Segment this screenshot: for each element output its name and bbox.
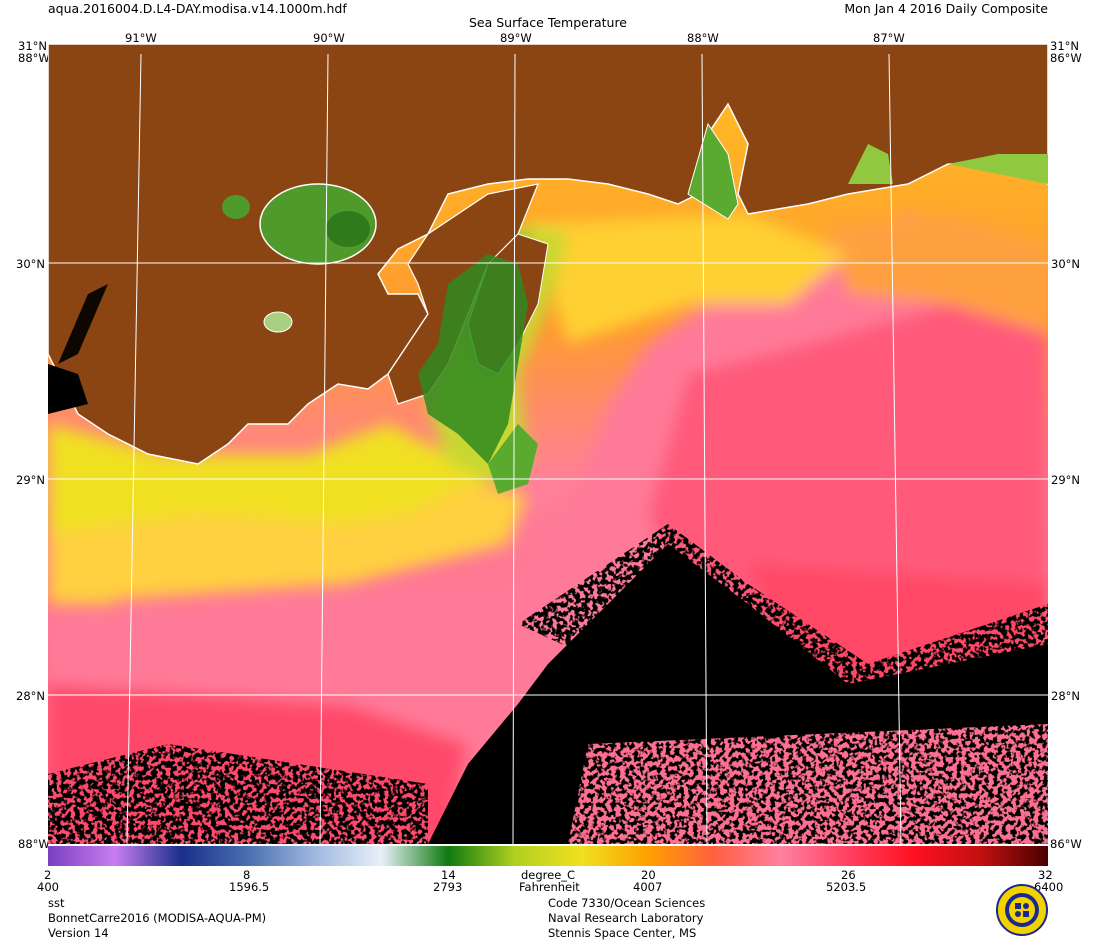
- colorbar-unit-fahrenheit: Fahrenheit: [519, 880, 580, 894]
- lat-label: 30°N: [1051, 257, 1080, 271]
- filename-label: aqua.2016004.D.L4-DAY.modisa.v14.1000m.h…: [48, 1, 347, 16]
- map-title: Sea Surface Temperature: [468, 15, 628, 30]
- inland-water: [48, 122, 1048, 414]
- corner-label: 31°N: [1050, 39, 1079, 53]
- sst-colorbar: [48, 846, 1048, 866]
- corner-label: 88°W: [18, 837, 50, 851]
- nrl-seal-logo: [996, 884, 1048, 936]
- footer-version: Version 14: [48, 926, 109, 940]
- no-data-region: [48, 524, 1048, 844]
- lat-label: 28°N: [16, 689, 45, 703]
- colorbar-fahrenheit-tick: 400: [37, 880, 59, 894]
- sst-map[interactable]: [48, 44, 1048, 844]
- graticule: [48, 53, 1048, 844]
- footer-variable: sst: [48, 896, 65, 910]
- lat-label: 29°N: [1051, 473, 1080, 487]
- lat-label: 30°N: [16, 257, 45, 271]
- colorbar-celsius-tick: 14: [441, 868, 456, 882]
- lat-label: 28°N: [1051, 689, 1080, 703]
- footer-dataset: BonnetCarre2016 (MODISA-AQUA-PM): [48, 911, 267, 925]
- colorbar-celsius-tick: 2: [44, 868, 52, 882]
- lat-label: 29°N: [16, 473, 45, 487]
- lon-label: 88°W: [687, 31, 719, 45]
- colorbar-celsius-tick: 32: [1038, 868, 1053, 882]
- lon-label: 90°W: [313, 31, 345, 45]
- footer-org-code: Code 7330/Ocean Sciences: [548, 896, 706, 910]
- footer-org-name: Naval Research Laboratory: [548, 911, 704, 925]
- lon-label: 91°W: [125, 31, 157, 45]
- colorbar-celsius-tick: 26: [841, 868, 856, 882]
- colorbar-fahrenheit-tick: 6400: [1034, 880, 1064, 894]
- colorbar-unit-celsius: degree_C: [521, 868, 576, 882]
- lon-label: 89°W: [500, 31, 532, 45]
- colorbar-fahrenheit-tick: 4007: [633, 880, 663, 894]
- colorbar-fahrenheit-tick: 5203.5: [826, 880, 867, 894]
- sst-map-canvas: [48, 44, 1048, 844]
- colorbar-celsius-tick: 8: [243, 868, 251, 882]
- colorbar-fahrenheit-tick: 1596.5: [229, 880, 270, 894]
- corner-label: 88°W: [18, 51, 50, 65]
- corner-label: 86°W: [1050, 837, 1082, 851]
- delta-waters: [418, 254, 538, 494]
- date-label: Mon Jan 4 2016 Daily Composite: [844, 1, 1048, 16]
- corner-label: 86°W: [1050, 51, 1082, 65]
- footer-org-location: Stennis Space Center, MS: [548, 926, 697, 940]
- corner-label: 31°N: [18, 39, 47, 53]
- lon-label: 87°W: [873, 31, 905, 45]
- colorbar-celsius-tick: 20: [641, 868, 656, 882]
- colorbar-fahrenheit-tick: 2793: [433, 880, 463, 894]
